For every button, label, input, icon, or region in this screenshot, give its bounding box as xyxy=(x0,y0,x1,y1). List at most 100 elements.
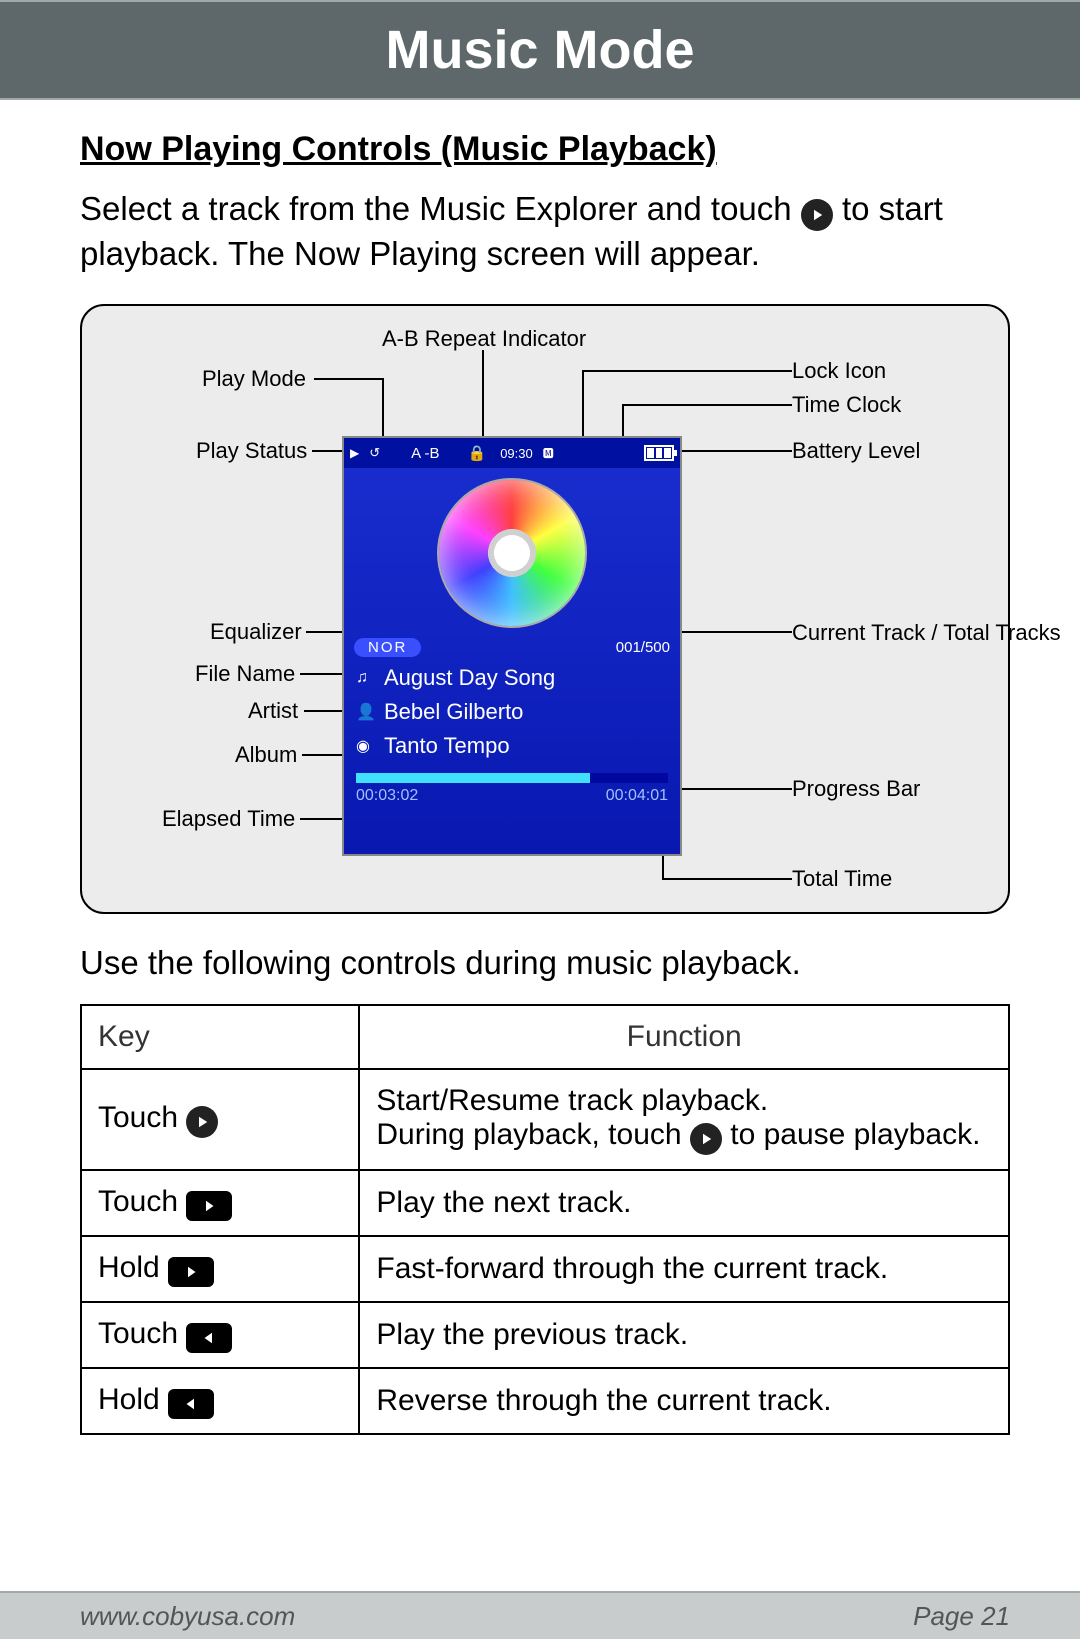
table-row: Touch Play the next track. xyxy=(81,1170,1009,1236)
line xyxy=(682,450,792,452)
play-status-icon: ▶ xyxy=(350,446,359,460)
line xyxy=(382,378,384,440)
line xyxy=(582,370,792,372)
table-row: Touch Play the previous track. xyxy=(81,1302,1009,1368)
cell-func: Fast-forward through the current track. xyxy=(359,1236,1009,1302)
label-progress: Progress Bar xyxy=(792,776,920,802)
line xyxy=(672,631,792,633)
cell-key: Touch xyxy=(81,1170,359,1236)
next-icon xyxy=(186,1191,232,1221)
cell-func: Play the next track. xyxy=(359,1170,1009,1236)
th-key: Key xyxy=(81,1005,359,1069)
cell-key: Hold xyxy=(81,1236,359,1302)
line xyxy=(482,350,484,440)
func-text-b: During playback, touch xyxy=(376,1118,690,1151)
table-row: Touch Start/Resume track playback. Durin… xyxy=(81,1069,1009,1170)
artist-line: 👤 Bebel Gilberto xyxy=(344,695,680,729)
lock-icon: 🔒 xyxy=(468,444,487,462)
content: Now Playing Controls (Music Playback) Se… xyxy=(0,100,1080,1435)
label-total-time: Total Time xyxy=(792,866,892,892)
action-text: Hold xyxy=(98,1251,160,1284)
line xyxy=(300,673,346,675)
label-clock: Time Clock xyxy=(792,392,901,418)
battery-icon xyxy=(644,445,674,461)
album-line: ◉ Tanto Tempo xyxy=(344,729,680,763)
line xyxy=(312,450,342,452)
footer-bar: www.cobyusa.com Page 21 xyxy=(0,1591,1080,1639)
status-bar: ▶ ↺ A -B 🔒 09:30 🅼 xyxy=(344,438,680,468)
action-text: Touch xyxy=(98,1101,178,1134)
clock-text: 09:30 xyxy=(500,446,533,461)
page-title: Music Mode xyxy=(385,19,694,81)
label-lock: Lock Icon xyxy=(792,358,886,384)
line xyxy=(662,878,792,880)
line xyxy=(304,710,346,712)
total-time: 00:04:01 xyxy=(606,787,668,805)
line xyxy=(314,378,384,380)
line xyxy=(622,404,624,440)
line xyxy=(582,370,584,440)
album-name: Tanto Tempo xyxy=(384,733,510,759)
cell-key: Touch xyxy=(81,1069,359,1170)
song-line: ♫ August Day Song xyxy=(344,661,680,695)
play-icon xyxy=(801,199,833,231)
artist-name: Bebel Gilberto xyxy=(384,699,523,725)
play-mode-icon: ↺ xyxy=(369,445,381,461)
footer-page: Page 21 xyxy=(913,1601,1010,1632)
th-func: Function xyxy=(359,1005,1009,1069)
play-icon xyxy=(186,1106,218,1138)
after-text: Use the following controls during music … xyxy=(80,944,1010,982)
time-row: 00:03:02 00:04:01 xyxy=(344,785,680,813)
header-bar: Music Mode xyxy=(0,0,1080,100)
intro-text-a: Select a track from the Music Explorer a… xyxy=(80,190,801,227)
controls-table: Key Function Touch Start/Resume track pl… xyxy=(80,1004,1010,1435)
prev-icon xyxy=(168,1389,214,1419)
cell-func: Start/Resume track playback. During play… xyxy=(359,1069,1009,1170)
cell-func: Play the previous track. xyxy=(359,1302,1009,1368)
elapsed-time: 00:03:02 xyxy=(356,787,418,805)
label-ab-repeat: A-B Repeat Indicator xyxy=(382,326,586,352)
action-text: Hold xyxy=(98,1383,160,1416)
label-artist: Artist xyxy=(248,698,298,724)
progress-fill xyxy=(356,773,590,783)
label-track-count: Current Track / Total Tracks xyxy=(792,619,1061,648)
line xyxy=(622,404,792,406)
line xyxy=(302,754,346,756)
label-play-status: Play Status xyxy=(196,438,307,464)
action-text: Touch xyxy=(98,1317,178,1350)
label-album: Album xyxy=(235,742,297,768)
cell-key: Touch xyxy=(81,1302,359,1368)
func-text-c: to pause playback. xyxy=(730,1118,980,1151)
cell-func: Reverse through the current track. xyxy=(359,1368,1009,1434)
func-text-a: Start/Resume track playback. xyxy=(376,1084,768,1117)
footer-url: www.cobyusa.com xyxy=(80,1601,295,1632)
table-row: Hold Fast-forward through the current tr… xyxy=(81,1236,1009,1302)
line xyxy=(682,788,792,790)
label-file-name: File Name xyxy=(195,661,295,687)
play-icon xyxy=(690,1123,722,1155)
table-header-row: Key Function xyxy=(81,1005,1009,1069)
ab-indicator: A -B xyxy=(411,445,439,462)
disc-small-icon: ◉ xyxy=(356,736,374,756)
section-heading: Now Playing Controls (Music Playback) xyxy=(80,130,1010,169)
cell-key: Hold xyxy=(81,1368,359,1434)
eq-row: NOR 001/500 xyxy=(344,634,680,661)
intro-paragraph: Select a track from the Music Explorer a… xyxy=(80,187,1010,276)
diagram-box: A-B Repeat Indicator Play Mode Play Stat… xyxy=(80,304,1010,914)
eq-value: NOR xyxy=(354,638,421,657)
line xyxy=(300,818,346,820)
song-name: August Day Song xyxy=(384,665,555,691)
label-track-count-text: Current Track / Total Tracks xyxy=(792,620,1061,645)
note-icon: ♫ xyxy=(356,669,374,687)
progress-bar xyxy=(356,773,668,783)
prev-icon xyxy=(186,1323,232,1353)
action-text: Touch xyxy=(98,1185,178,1218)
album-art xyxy=(344,468,680,634)
label-battery: Battery Level xyxy=(792,438,920,464)
label-equalizer: Equalizer xyxy=(210,619,302,645)
person-icon: 👤 xyxy=(356,702,374,722)
track-count: 001/500 xyxy=(616,639,670,656)
label-elapsed: Elapsed Time xyxy=(162,806,295,832)
label-play-mode: Play Mode xyxy=(202,366,306,392)
next-icon xyxy=(168,1257,214,1287)
